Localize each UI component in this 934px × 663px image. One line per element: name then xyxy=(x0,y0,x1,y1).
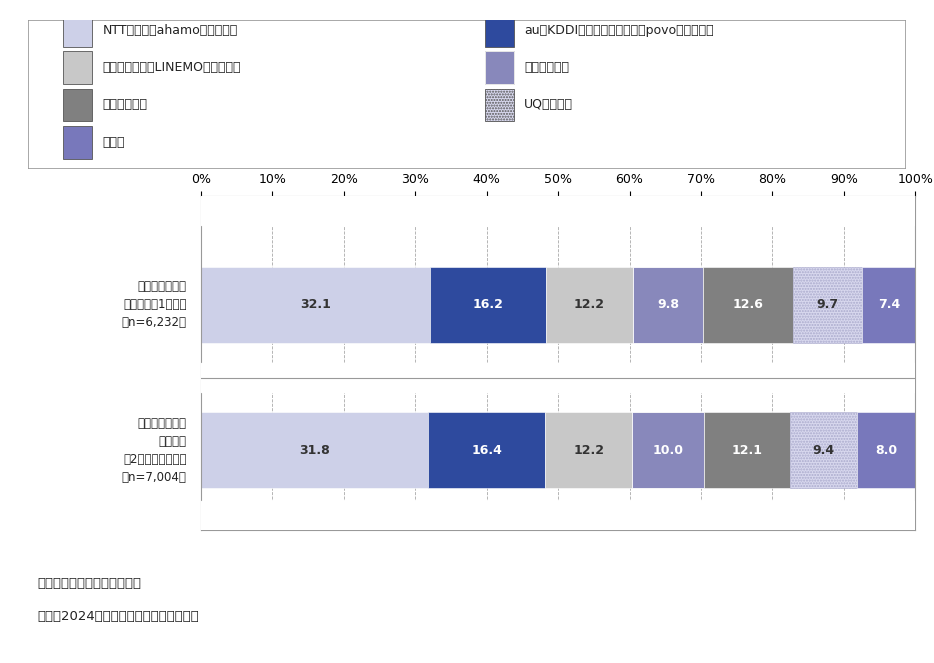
Text: au（KDDI、沖縄セルラー）（povoなど含む）: au（KDDI、沖縄セルラー）（povoなど含む） xyxy=(524,24,714,37)
Bar xyxy=(64,14,92,46)
Bar xyxy=(201,267,431,343)
Bar xyxy=(201,363,915,392)
Bar xyxy=(201,196,915,225)
Bar xyxy=(704,412,790,488)
Bar xyxy=(632,412,704,488)
Text: その他: その他 xyxy=(103,136,125,149)
Text: 16.2: 16.2 xyxy=(473,298,503,311)
Bar xyxy=(703,267,793,343)
Text: 9.8: 9.8 xyxy=(658,298,679,311)
Bar xyxy=(201,501,915,530)
Text: 12.2: 12.2 xyxy=(573,444,604,457)
Text: UQモバイル: UQモバイル xyxy=(524,98,573,111)
Bar xyxy=(64,51,92,84)
Text: 楽天モバイル: 楽天モバイル xyxy=(524,61,569,74)
Bar xyxy=(545,267,633,343)
Bar xyxy=(633,267,703,343)
Text: 12.6: 12.6 xyxy=(732,298,764,311)
Bar xyxy=(485,14,514,46)
Bar xyxy=(201,412,428,488)
Bar xyxy=(632,412,704,488)
Text: ソフトバンク（LINEMOなど含む）: ソフトバンク（LINEMOなど含む） xyxy=(103,61,241,74)
Text: 12.1: 12.1 xyxy=(731,444,762,457)
Text: 8.0: 8.0 xyxy=(875,444,897,457)
Bar xyxy=(64,88,92,121)
Bar xyxy=(633,267,703,343)
Text: ワイモバイル: ワイモバイル xyxy=(103,98,148,111)
Bar xyxy=(862,267,915,343)
Bar xyxy=(485,88,514,121)
Bar xyxy=(64,126,92,158)
Bar xyxy=(428,412,545,488)
Bar xyxy=(793,267,862,343)
Text: 7.4: 7.4 xyxy=(878,298,900,311)
Text: 携帯電話事業者
のシェア（1台目）
（n=6,232）: 携帯電話事業者 のシェア（1台目） （n=6,232） xyxy=(121,280,187,330)
Text: 9.4: 9.4 xyxy=(813,444,835,457)
Text: 携帯電話事業者
のシェア
（2台目まで含む）
（n=7,004）: 携帯電話事業者 のシェア （2台目まで含む） （n=7,004） xyxy=(121,417,187,484)
Text: 32.1: 32.1 xyxy=(300,298,331,311)
Text: 9.7: 9.7 xyxy=(816,298,839,311)
Text: 注：携帯電話所有者が回答。: 注：携帯電話所有者が回答。 xyxy=(37,577,141,590)
Text: NTTドコモ（ahamoなど含む）: NTTドコモ（ahamoなど含む） xyxy=(103,24,238,37)
Bar xyxy=(790,412,857,488)
Text: 16.4: 16.4 xyxy=(471,444,502,457)
Text: 31.8: 31.8 xyxy=(299,444,330,457)
Bar xyxy=(485,51,514,84)
Bar xyxy=(857,412,914,488)
Text: 10.0: 10.0 xyxy=(653,444,684,457)
Bar xyxy=(545,412,632,488)
Text: 出典：2024年一般向けモバイル動向調査: 出典：2024年一般向けモバイル動向調査 xyxy=(37,610,199,623)
Bar xyxy=(431,267,545,343)
Bar xyxy=(485,51,514,84)
Text: 12.2: 12.2 xyxy=(574,298,605,311)
